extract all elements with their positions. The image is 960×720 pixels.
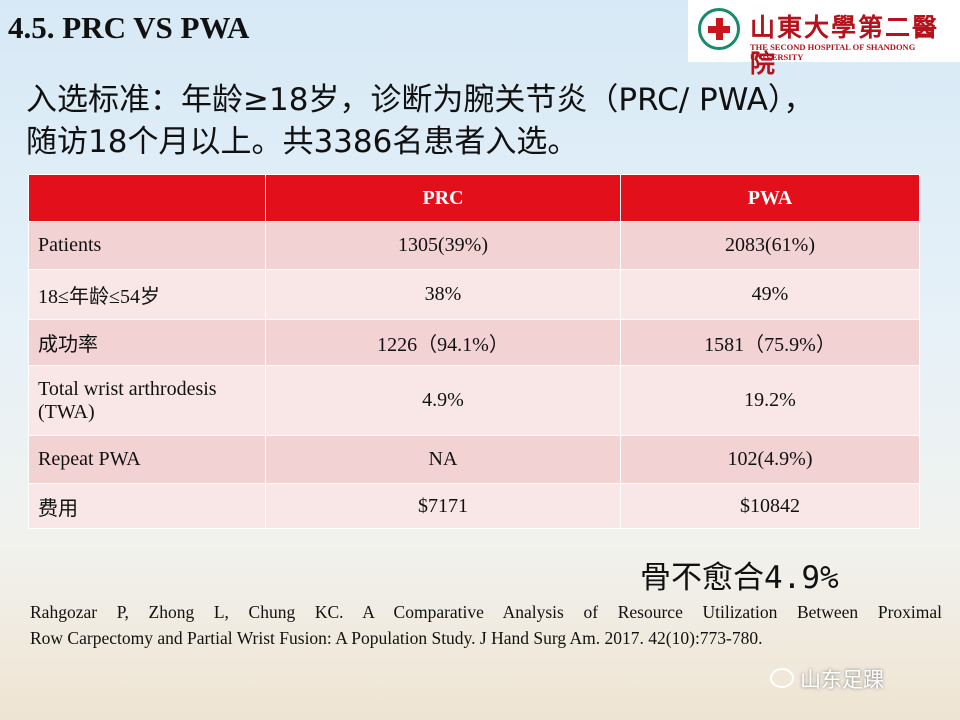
table-cell: 费用 xyxy=(28,483,266,529)
logo-icon xyxy=(698,8,740,50)
intro-line: 入选标准：年龄≥18岁，诊断为腕关节炎（PRC/ PWA）， xyxy=(26,82,815,118)
header-cell xyxy=(28,174,266,222)
table-cell: 4.9% xyxy=(265,365,621,436)
title: 4.5. PRC VS PWA xyxy=(8,10,250,45)
table-cell: 18≤年龄≤54岁 xyxy=(28,269,266,320)
citation-line: Row Carpectomy and Partial Wrist Fusion:… xyxy=(30,628,763,648)
citation-line: Rahgozar P, Zhong L, Chung KC. A Compara… xyxy=(30,602,942,622)
table-row: Patients 1305(39%) 2083(61%) xyxy=(28,221,920,270)
table-cell: 2083(61%) xyxy=(620,221,920,270)
table: PRC PWA Patients 1305(39%) 2083(61%) 18≤年龄≤… xyxy=(28,174,920,529)
table-row: Repeat PWA NA 102(4.9%) xyxy=(28,435,920,484)
table-cell: 38% xyxy=(265,269,621,320)
logo-name: 山東大學第二醫院 xyxy=(750,13,940,78)
table-row: 18≤年龄≤54岁 38% 49% xyxy=(28,269,920,320)
header-cell: PWA xyxy=(620,174,920,222)
watermark-icon xyxy=(770,668,794,688)
table-cell: 19.2% xyxy=(620,365,920,436)
table-cell: $10842 xyxy=(620,483,920,529)
table-cell: 1581（75.9%） xyxy=(620,319,920,366)
intro-line: 随访18个月以上。共3386名患者入选。 xyxy=(26,124,579,160)
header-row: PRC PWA xyxy=(28,174,920,222)
table-cell: NA xyxy=(265,435,621,484)
logo: 山東大學第二醫院 THE SECOND HOSPITAL OF SHANDONG… xyxy=(688,0,960,78)
table-row: Total wrist arthrodesis (TWA) 4.9% 19.2% xyxy=(28,365,920,436)
table-cell: 49% xyxy=(620,269,920,320)
watermark: 山东足踝 xyxy=(800,668,884,692)
header-cell: PRC xyxy=(265,174,621,222)
table-cell: Patients xyxy=(28,221,266,270)
table-cell: Total wrist arthrodesis (TWA) xyxy=(28,365,266,436)
table-cell: 1226（94.1%） xyxy=(265,319,621,366)
table-row: 成功率 1226（94.1%） 1581（75.9%） xyxy=(28,319,920,366)
table-cell: $7171 xyxy=(265,483,621,529)
table-cell: Repeat PWA xyxy=(28,435,266,484)
table-cell: 1305(39%) xyxy=(265,221,621,270)
table-body: Patients 1305(39%) 2083(61%) 18≤年龄≤54岁 38% 49… xyxy=(28,221,920,529)
table-row: 费用 $7171 $10842 xyxy=(28,483,920,529)
note: 骨不愈合4.9% xyxy=(640,560,839,596)
logo-subtitle: THE SECOND HOSPITAL OF SHANDONG UNIVERSI… xyxy=(750,42,916,62)
table-cell: 102(4.9%) xyxy=(620,435,920,484)
table-cell: 成功率 xyxy=(28,319,266,366)
